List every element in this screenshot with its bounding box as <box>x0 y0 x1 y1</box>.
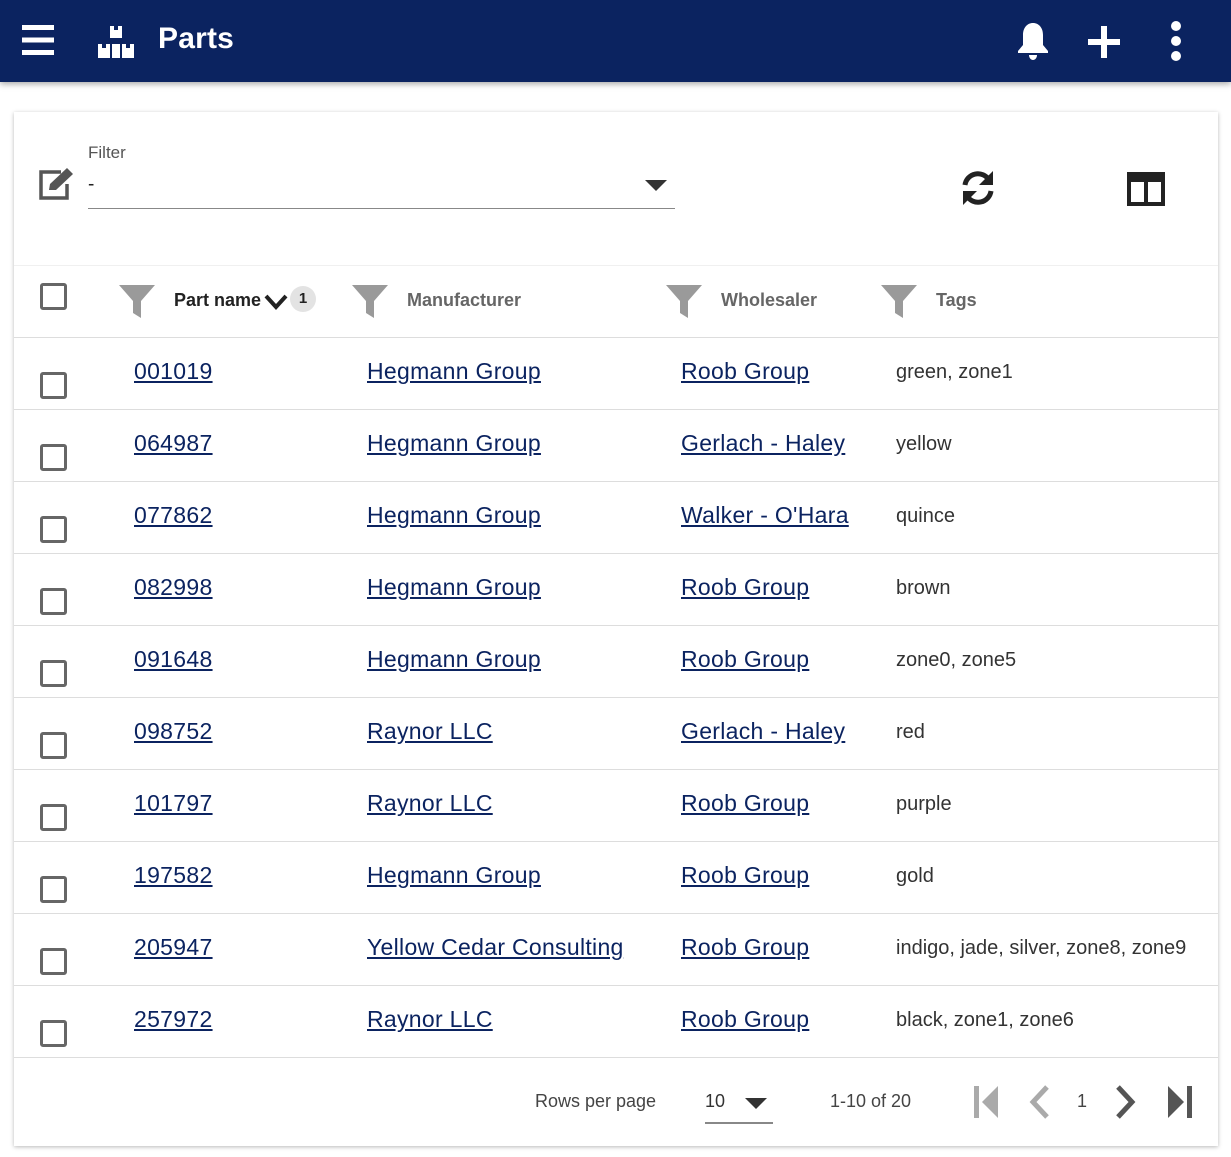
table-header: Part name 1 Manufacturer Wholesaler Tags <box>14 265 1218 338</box>
manufacturer-link[interactable]: Raynor LLC <box>367 1006 493 1032</box>
pagination-bar: Rows per page 10 1-10 of 20 1 <box>14 1058 1218 1146</box>
select-all-checkbox[interactable] <box>40 283 67 310</box>
row-checkbox[interactable] <box>40 732 67 759</box>
columns-icon[interactable] <box>1127 172 1165 206</box>
manufacturer-link[interactable]: Hegmann Group <box>367 502 541 528</box>
first-page-icon[interactable] <box>969 1082 1003 1122</box>
filter-funnel-icon[interactable] <box>665 282 703 320</box>
row-checkbox[interactable] <box>40 804 67 831</box>
table-row: 257972 Raynor LLC Roob Group black, zone… <box>14 985 1218 1058</box>
wholesaler-link[interactable]: Roob Group <box>681 574 810 600</box>
manufacturer-link[interactable]: Raynor LLC <box>367 718 493 744</box>
app-bar: Parts <box>0 0 1231 82</box>
add-icon[interactable] <box>1086 24 1122 60</box>
tags-cell: zone0, zone5 <box>896 649 1017 671</box>
current-page: 1 <box>1077 1091 1088 1111</box>
page-title: Parts <box>158 22 235 55</box>
row-checkbox[interactable] <box>40 876 67 903</box>
edit-icon[interactable] <box>37 166 75 202</box>
wholesaler-link[interactable]: Gerlach - Haley <box>681 430 846 456</box>
previous-page-icon[interactable] <box>1023 1082 1057 1122</box>
part-name-link[interactable]: 001019 <box>134 358 213 384</box>
table-row: 098752 Raynor LLC Gerlach - Haley red <box>14 697 1218 770</box>
manufacturer-link[interactable]: Yellow Cedar Consulting <box>367 934 624 960</box>
part-name-link[interactable]: 257972 <box>134 1006 213 1032</box>
hamburger-menu-icon[interactable] <box>22 23 54 57</box>
wholesaler-link[interactable]: Gerlach - Haley <box>681 718 846 744</box>
part-name-link[interactable]: 064987 <box>134 430 213 456</box>
table-row: 197582 Hegmann Group Roob Group gold <box>14 841 1218 914</box>
chevron-down-icon <box>745 1098 767 1109</box>
refresh-icon[interactable] <box>958 168 998 208</box>
manufacturer-link[interactable]: Hegmann Group <box>367 646 541 672</box>
table-row: 064987 Hegmann Group Gerlach - Haley yel… <box>14 409 1218 482</box>
pagination-range: 1-10 of 20 <box>830 1091 912 1111</box>
manufacturer-link[interactable]: Hegmann Group <box>367 862 541 888</box>
column-header-wholesaler[interactable]: Wholesaler <box>721 290 818 310</box>
parts-boxes-icon <box>98 26 134 58</box>
wholesaler-link[interactable]: Walker - O'Hara <box>681 502 849 528</box>
tags-cell: quince <box>896 505 955 527</box>
next-page-icon[interactable] <box>1108 1082 1142 1122</box>
part-name-link[interactable]: 205947 <box>134 934 213 960</box>
filter-select[interactable]: - <box>88 170 675 209</box>
parts-table-card: Filter - Part name 1 Manufacturer Whole <box>14 112 1218 1146</box>
wholesaler-link[interactable]: Roob Group <box>681 646 810 672</box>
table-row: 082998 Hegmann Group Roob Group brown <box>14 553 1218 626</box>
filter-funnel-icon[interactable] <box>880 282 918 320</box>
manufacturer-link[interactable]: Hegmann Group <box>367 574 541 600</box>
row-checkbox[interactable] <box>40 660 67 687</box>
row-checkbox[interactable] <box>40 1020 67 1047</box>
filter-funnel-icon[interactable] <box>118 282 156 320</box>
part-name-link[interactable]: 077862 <box>134 502 213 528</box>
sort-order-badge: 1 <box>290 286 316 312</box>
part-name-link[interactable]: 082998 <box>134 574 213 600</box>
sort-desc-icon[interactable] <box>264 293 288 311</box>
tags-cell: purple <box>896 793 952 815</box>
manufacturer-link[interactable]: Raynor LLC <box>367 790 493 816</box>
part-name-link[interactable]: 101797 <box>134 790 213 816</box>
row-checkbox[interactable] <box>40 588 67 615</box>
part-name-link[interactable]: 091648 <box>134 646 213 672</box>
tags-cell: green, zone1 <box>896 361 1013 383</box>
tags-cell: gold <box>896 865 934 887</box>
last-page-icon[interactable] <box>1163 1082 1197 1122</box>
rows-per-page-select[interactable]: 10 <box>705 1084 773 1124</box>
filter-label: Filter <box>88 143 126 162</box>
filter-funnel-icon[interactable] <box>351 282 389 320</box>
rows-per-page-value: 10 <box>705 1091 726 1111</box>
manufacturer-link[interactable]: Hegmann Group <box>367 430 541 456</box>
filter-value: - <box>88 174 95 195</box>
table-row: 091648 Hegmann Group Roob Group zone0, z… <box>14 625 1218 698</box>
column-header-tags[interactable]: Tags <box>936 290 977 310</box>
row-checkbox[interactable] <box>40 948 67 975</box>
tags-cell: indigo, jade, silver, zone8, zone9 <box>896 937 1187 959</box>
more-vert-icon[interactable] <box>1166 20 1186 62</box>
part-name-link[interactable]: 197582 <box>134 862 213 888</box>
wholesaler-link[interactable]: Roob Group <box>681 862 810 888</box>
bell-icon[interactable] <box>1016 21 1050 61</box>
wholesaler-link[interactable]: Roob Group <box>681 934 810 960</box>
tags-cell: yellow <box>896 433 952 455</box>
column-header-part-name[interactable]: Part name <box>174 290 262 310</box>
part-name-link[interactable]: 098752 <box>134 718 213 744</box>
column-header-manufacturer[interactable]: Manufacturer <box>407 290 522 310</box>
wholesaler-link[interactable]: Roob Group <box>681 358 810 384</box>
table-row: 101797 Raynor LLC Roob Group purple <box>14 769 1218 842</box>
row-checkbox[interactable] <box>40 372 67 399</box>
tags-cell: red <box>896 721 925 743</box>
manufacturer-link[interactable]: Hegmann Group <box>367 358 541 384</box>
tags-cell: black, zone1, zone6 <box>896 1009 1074 1031</box>
table-row: 001019 Hegmann Group Roob Group green, z… <box>14 337 1218 410</box>
table-row: 077862 Hegmann Group Walker - O'Hara qui… <box>14 481 1218 554</box>
tags-cell: brown <box>896 577 951 599</box>
row-checkbox[interactable] <box>40 444 67 471</box>
chevron-down-icon <box>645 180 667 191</box>
wholesaler-link[interactable]: Roob Group <box>681 1006 810 1032</box>
rows-per-page-label: Rows per page <box>535 1091 657 1111</box>
wholesaler-link[interactable]: Roob Group <box>681 790 810 816</box>
table-row: 205947 Yellow Cedar Consulting Roob Grou… <box>14 913 1218 986</box>
row-checkbox[interactable] <box>40 516 67 543</box>
